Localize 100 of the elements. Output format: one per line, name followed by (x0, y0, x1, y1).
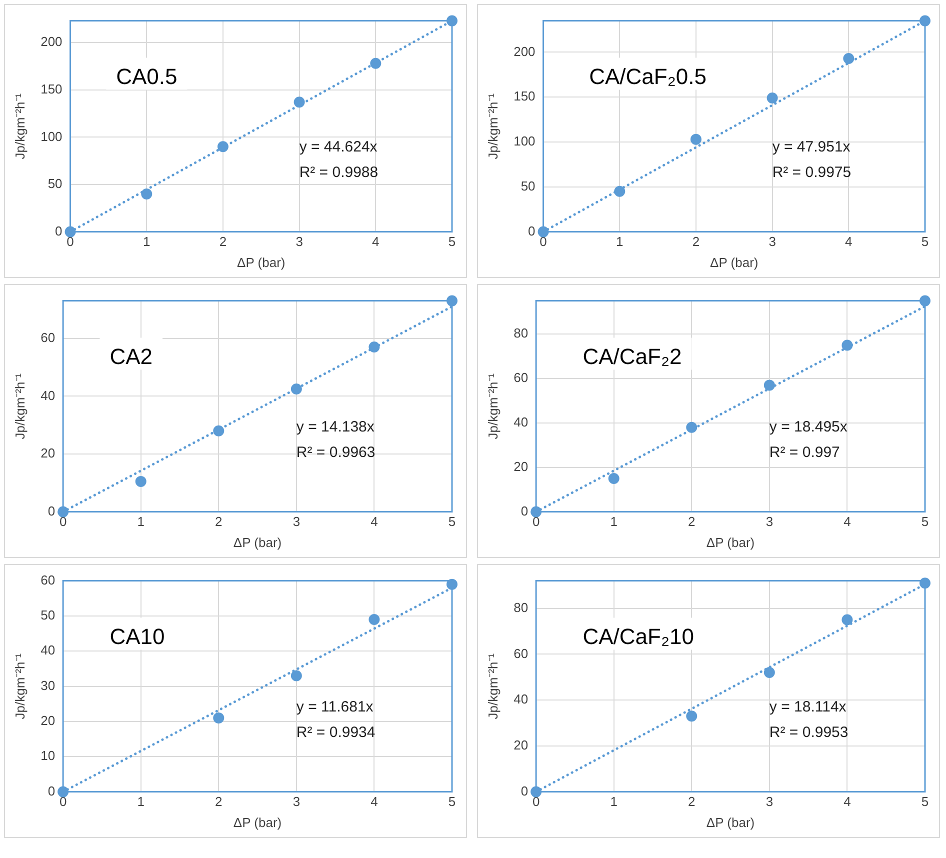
annotation: R² = 0.997 (769, 444, 840, 461)
y-tick-label: 40 (514, 692, 528, 707)
annotation: y = 47.951x (772, 138, 851, 156)
y-tick-label: 0 (520, 503, 528, 518)
x-tick-label: 4 (370, 514, 378, 530)
x-tick-label: 4 (370, 794, 378, 810)
x-tick-label: 4 (845, 234, 852, 250)
y-tick-label: 0 (55, 223, 62, 238)
annotation: R² = 0.9953 (769, 724, 848, 741)
x-axis-title: ΔP (bar) (710, 254, 758, 270)
x-tick-label: 0 (540, 234, 547, 250)
x-tick-label: 1 (610, 794, 618, 810)
x-tick-label: 1 (137, 514, 144, 530)
y-tick-label: 20 (514, 458, 528, 474)
annotation: y = 18.495x (769, 418, 848, 436)
y-tick-label: 20 (40, 713, 56, 728)
x-axis-title: ΔP (bar) (237, 254, 286, 270)
point (842, 340, 853, 351)
y-tick-label: 0 (520, 783, 528, 798)
x-tick-label: 3 (292, 514, 300, 530)
y-tick-label: 40 (40, 642, 56, 658)
y-tick-label: 0 (48, 783, 56, 798)
x-tick-label: 1 (143, 234, 150, 250)
point (766, 92, 778, 104)
x-axis-title: ΔP (bar) (233, 534, 282, 550)
point (608, 472, 620, 484)
y-tick-label: 40 (514, 414, 528, 430)
annotation: y = 11.681x (296, 698, 374, 716)
y-axis-title: Jp/kgm⁻²h⁻¹ (485, 92, 500, 160)
y-tick-label: 80 (514, 326, 528, 341)
y-tick-label: 30 (40, 678, 56, 693)
x-tick-label: 3 (766, 514, 774, 530)
x-tick-label: 3 (292, 794, 300, 810)
point (294, 96, 305, 108)
point (446, 15, 458, 26)
y-tick-label: 60 (514, 370, 528, 386)
x-tick-label: 0 (66, 234, 74, 250)
y-tick-label: 50 (48, 176, 62, 192)
point (530, 506, 542, 518)
point (290, 383, 302, 394)
x-tick-label: 5 (448, 234, 456, 250)
point (538, 226, 549, 238)
point (614, 186, 626, 197)
y-tick-label: 200 (40, 34, 62, 50)
x-tick-label: 2 (688, 794, 696, 810)
x-tick-label: 2 (215, 794, 222, 810)
x-tick-label: 4 (372, 234, 380, 250)
y-tick-label: 50 (40, 608, 56, 623)
y-tick-label: 100 (514, 134, 536, 149)
y-axis-title: Jp/kgm⁻²h⁻¹ (12, 92, 28, 160)
x-tick-label: 2 (215, 514, 222, 530)
x-tick-label: 1 (610, 514, 618, 530)
x-tick-label: 5 (921, 794, 929, 810)
point (530, 786, 542, 798)
text: CA/CaF₂0.5 (589, 64, 706, 89)
x-tick-label: 2 (692, 234, 700, 250)
y-tick-label: 60 (40, 572, 56, 588)
x-tick-label: 2 (688, 514, 696, 530)
point (141, 188, 152, 200)
point (58, 786, 69, 798)
y-tick-label: 40 (40, 388, 56, 403)
point (842, 614, 853, 626)
x-tick-label: 2 (219, 234, 227, 250)
y-tick-label: 80 (514, 600, 528, 615)
point (213, 712, 224, 724)
x-tick-label: 3 (766, 794, 774, 810)
x-tick-label: 3 (768, 234, 776, 250)
annotation: R² = 0.9988 (299, 164, 378, 181)
point (368, 342, 380, 353)
x-tick-label: 1 (137, 794, 144, 810)
point (920, 15, 930, 26)
point (135, 476, 146, 487)
y-tick-label: 10 (40, 748, 56, 764)
point (213, 425, 224, 436)
text: CA/CaF₂10 (582, 624, 694, 649)
point (370, 58, 382, 69)
text: CA/CaF₂2 (582, 344, 682, 369)
y-axis-title: Jp/kgm⁻²h⁻¹ (485, 652, 500, 720)
y-tick-label: 60 (514, 646, 528, 661)
y-tick-label: 150 (40, 81, 62, 96)
point (690, 134, 702, 145)
y-tick-label: 150 (514, 88, 536, 104)
x-tick-label: 5 (448, 794, 456, 810)
point (764, 380, 775, 391)
point (686, 710, 698, 722)
annotation: R² = 0.9963 (296, 444, 376, 461)
x-tick-label: 4 (844, 514, 851, 530)
y-axis-title: Jp/kgm⁻²h⁻¹ (485, 372, 500, 440)
annotation: y = 18.114x (769, 698, 847, 716)
point (290, 670, 302, 682)
text: CA10 (110, 624, 165, 649)
point (446, 578, 458, 590)
y-tick-label: 200 (514, 44, 536, 59)
text: CA2 (110, 344, 153, 369)
y-tick-label: 20 (514, 738, 528, 753)
x-tick-label: 5 (448, 514, 456, 530)
point (446, 295, 458, 306)
point (920, 578, 930, 589)
annotation: y = 14.138x (296, 418, 375, 436)
x-axis-title: ΔP (bar) (706, 814, 755, 830)
